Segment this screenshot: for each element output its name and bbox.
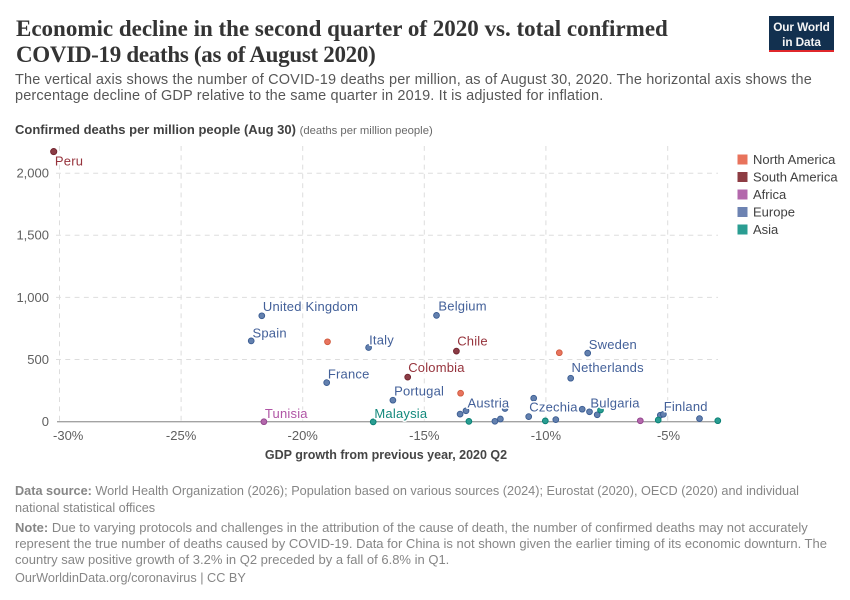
svg-text:GDP growth from previous year,: GDP growth from previous year, 2020 Q2 [265, 448, 507, 462]
svg-text:Finland: Finland [664, 399, 708, 414]
svg-text:Chile: Chile [457, 334, 488, 349]
svg-text:Italy: Italy [369, 333, 394, 348]
svg-text:Austria: Austria [468, 395, 510, 410]
svg-text:-15%: -15% [409, 428, 440, 443]
svg-text:Malaysia: Malaysia [374, 406, 427, 421]
svg-text:1,000: 1,000 [16, 290, 49, 305]
svg-text:South America: South America [753, 170, 838, 185]
svg-text:1,500: 1,500 [16, 228, 49, 243]
svg-text:Asia: Asia [753, 222, 779, 237]
svg-text:-25%: -25% [166, 428, 197, 443]
svg-text:Bulgaria: Bulgaria [590, 396, 640, 411]
svg-text:-20%: -20% [288, 428, 319, 443]
svg-text:-30%: -30% [53, 428, 84, 443]
svg-text:Belgium: Belgium [438, 299, 486, 314]
svg-text:Europe: Europe [753, 205, 795, 220]
svg-text:North America: North America [753, 152, 836, 167]
svg-text:Africa: Africa [753, 187, 787, 202]
svg-text:-5%: -5% [657, 428, 681, 443]
svg-text:Sweden: Sweden [589, 337, 637, 352]
svg-text:-10%: -10% [531, 428, 562, 443]
svg-text:Czechia: Czechia [529, 400, 578, 415]
svg-text:Colombia: Colombia [408, 360, 465, 375]
svg-text:Spain: Spain [253, 325, 287, 340]
svg-text:Peru: Peru [55, 154, 83, 169]
svg-text:Netherlands: Netherlands [572, 360, 645, 375]
svg-text:Portugal: Portugal [394, 383, 444, 398]
svg-text:2,000: 2,000 [16, 166, 49, 181]
svg-text:500: 500 [27, 352, 49, 367]
svg-text:France: France [328, 367, 370, 382]
svg-text:Tunisia: Tunisia [265, 406, 308, 421]
svg-text:United Kingdom: United Kingdom [263, 299, 358, 314]
svg-text:0: 0 [42, 414, 49, 429]
